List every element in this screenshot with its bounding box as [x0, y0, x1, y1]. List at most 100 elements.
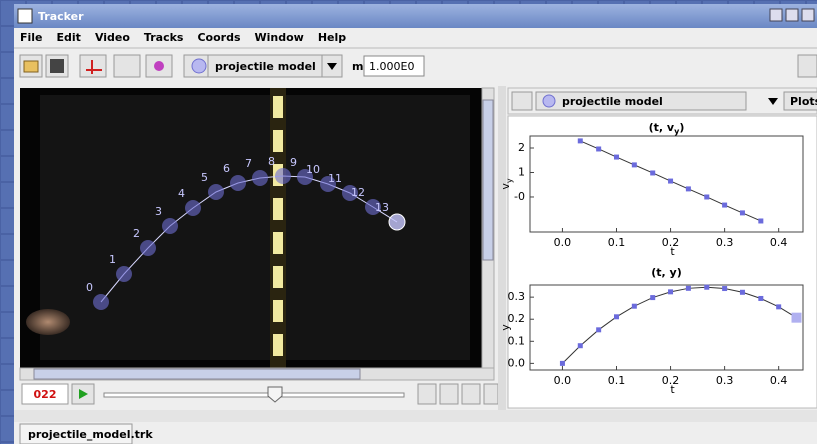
data-point	[650, 295, 655, 300]
page: Tracker FileEditVideoTracksCoordsWindowH…	[0, 0, 817, 444]
point-label: 3	[155, 205, 162, 218]
data-point	[740, 290, 745, 295]
plot-title-part: (t, v	[649, 121, 675, 134]
data-point	[632, 162, 637, 167]
screen: Tracker FileEditVideoTracksCoordsWindowH…	[0, 0, 817, 444]
ruler-segment	[273, 198, 283, 220]
data-point	[704, 285, 709, 290]
track-point[interactable]	[208, 184, 224, 200]
point-label: 7	[245, 157, 252, 170]
point-label: 5	[201, 171, 208, 184]
plot-title: (t, y)	[651, 266, 682, 279]
mass-value: 1.000E0	[369, 60, 414, 73]
ruler-segment	[273, 266, 283, 288]
x-tick-label: 0.1	[608, 374, 626, 387]
step-forward-button[interactable]	[440, 384, 458, 404]
menu-item[interactable]: Tracks	[144, 31, 184, 44]
x-tick-label: 0.4	[770, 236, 788, 249]
data-point	[704, 194, 709, 199]
track-point[interactable]	[140, 240, 156, 256]
ruler-segment	[273, 96, 283, 118]
track-point[interactable]	[162, 218, 178, 234]
track-name: projectile model	[215, 60, 316, 73]
track-point[interactable]	[230, 175, 246, 191]
data-point	[596, 146, 601, 151]
point-label: 9	[290, 156, 297, 169]
calibration-button[interactable]	[114, 55, 140, 77]
menu-item[interactable]: Coords	[197, 31, 240, 44]
point-label: 8	[268, 155, 275, 168]
notes-button[interactable]	[798, 55, 817, 77]
menu-item[interactable]: Help	[318, 31, 346, 44]
close-button[interactable]	[802, 9, 814, 21]
title-bar	[14, 4, 817, 28]
data-point	[776, 304, 781, 309]
track-point[interactable]	[185, 200, 201, 216]
y-tick-label: 0.0	[508, 356, 526, 369]
track-icon	[154, 61, 164, 71]
x-axis-label: t	[670, 245, 675, 258]
point-label: 4	[178, 187, 185, 200]
clip-button[interactable]	[484, 384, 498, 404]
x-tick-label: 0.1	[608, 236, 626, 249]
point-label: 6	[223, 162, 230, 175]
track-point[interactable]	[389, 214, 405, 230]
data-point	[740, 210, 745, 215]
track-color-icon	[192, 59, 206, 73]
frame-number: 022	[34, 388, 57, 401]
track-color-icon	[543, 95, 555, 107]
ruler-segment	[273, 300, 283, 322]
save-icon	[50, 59, 64, 73]
ruler-segment	[273, 130, 283, 152]
splitter[interactable]	[498, 86, 506, 420]
step-back-button[interactable]	[418, 384, 436, 404]
slider-track[interactable]	[104, 393, 404, 397]
point-label: 13	[375, 201, 389, 214]
scroll-thumb[interactable]	[483, 100, 493, 260]
x-axis-label: t	[670, 383, 675, 396]
point-label: 11	[328, 172, 342, 185]
track-point[interactable]	[252, 170, 268, 186]
open-icon	[24, 61, 38, 72]
y-tick-label: 0.2	[508, 312, 526, 325]
maximize-button[interactable]	[786, 9, 798, 21]
step-size-button[interactable]	[462, 384, 480, 404]
y-tick-label: 0.1	[508, 334, 526, 347]
ruler-segment	[273, 232, 283, 254]
y-axis-label-part: y	[505, 178, 514, 183]
track-point[interactable]	[275, 168, 291, 184]
plot-axes-button[interactable]	[512, 92, 532, 110]
plot-title-part: )	[679, 121, 684, 134]
track-point[interactable]	[116, 266, 132, 282]
data-point	[722, 286, 727, 291]
scroll-thumb[interactable]	[34, 369, 360, 379]
point-label: 1	[109, 253, 116, 266]
y-tick-label: -0	[514, 190, 525, 203]
x-tick-label: 0.0	[554, 236, 572, 249]
point-label: 2	[133, 227, 140, 240]
plot-frame	[530, 136, 803, 232]
y-tick-label: 0.3	[508, 290, 526, 303]
ruler-segment	[273, 334, 283, 356]
data-point	[668, 289, 673, 294]
menu-item[interactable]: Edit	[57, 31, 81, 44]
status-strip	[14, 410, 817, 422]
data-point	[686, 286, 691, 291]
track-point[interactable]	[93, 294, 109, 310]
data-point	[578, 343, 583, 348]
data-point	[596, 327, 601, 332]
menu-item[interactable]: File	[20, 31, 43, 44]
data-point	[722, 203, 727, 208]
minimize-button[interactable]	[770, 9, 782, 21]
plots-menu: Plots	[790, 95, 817, 108]
y-tick-label: 1	[518, 165, 525, 178]
data-point	[578, 138, 583, 143]
video-background	[40, 95, 470, 360]
menu-item[interactable]: Window	[255, 31, 304, 44]
plot-title: (t, vy)	[649, 121, 685, 136]
point-label: 0	[86, 281, 93, 294]
menu-item[interactable]: Video	[95, 31, 130, 44]
app-icon	[18, 9, 32, 23]
point-label: 10	[306, 163, 320, 176]
y-axis-label-part: y	[499, 324, 512, 331]
